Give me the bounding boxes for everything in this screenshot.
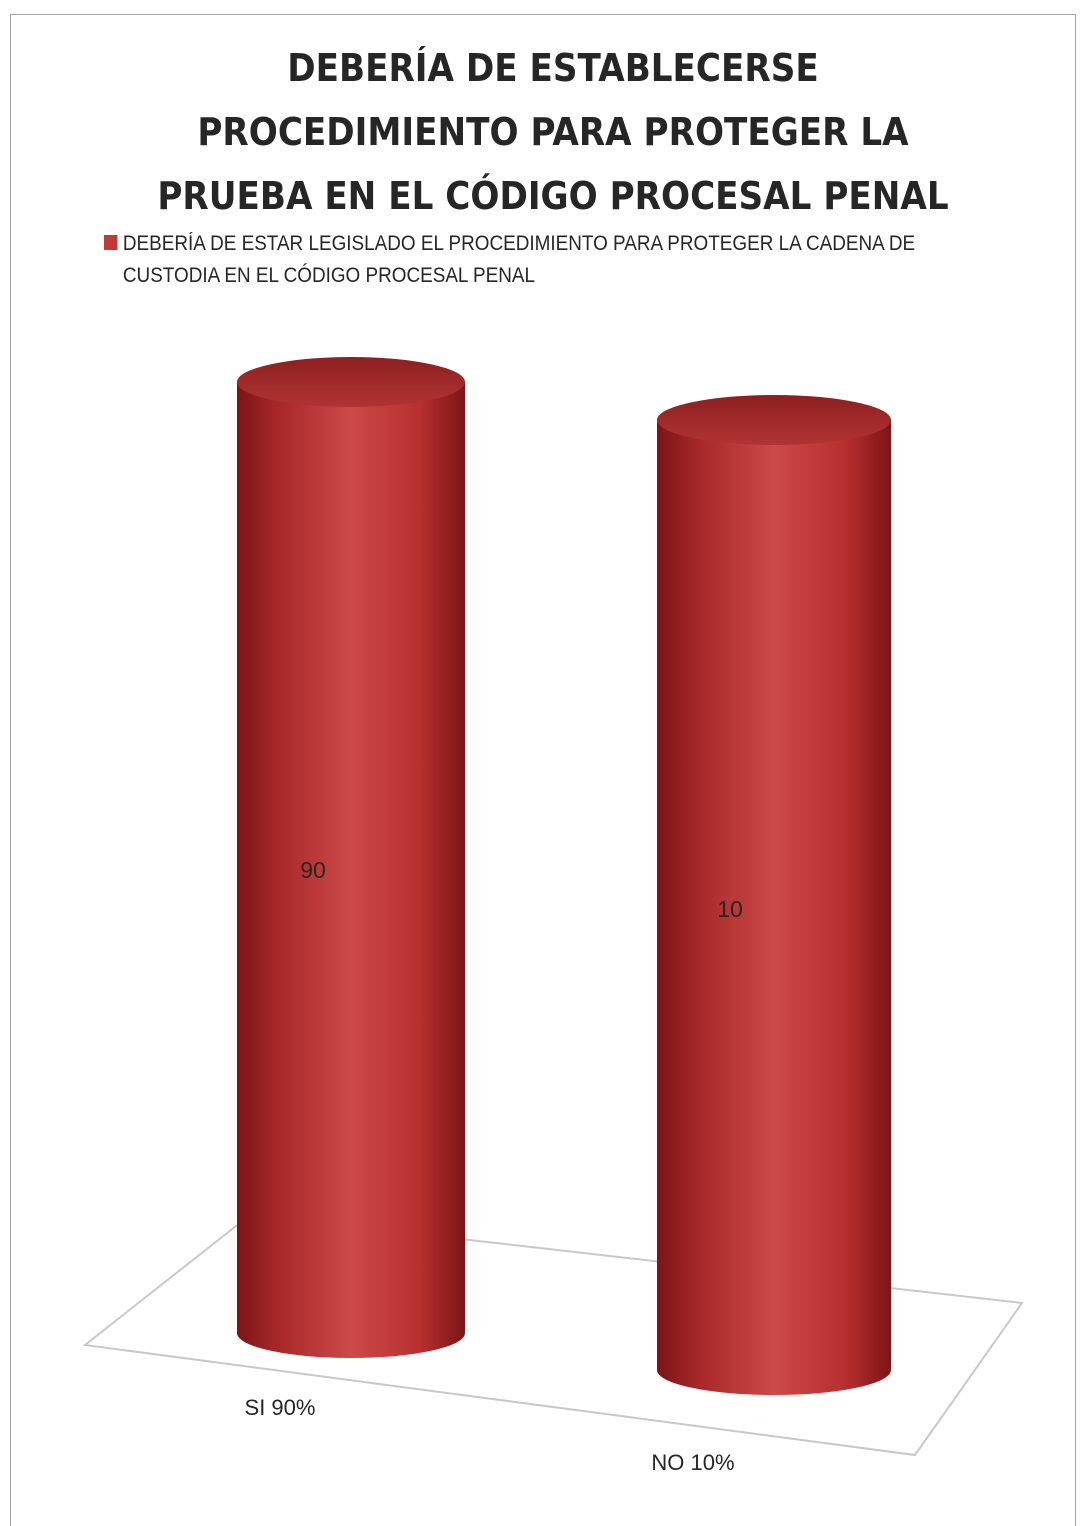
category-label: SI 90% <box>245 1395 316 1420</box>
legend-text-line: DEBERÍA DE ESTAR LEGISLADO EL PROCEDIMIE… <box>122 232 916 255</box>
title-line: PRUEBA EN EL CÓDIGO PROCESAL PENAL <box>157 174 949 218</box>
bar-body <box>237 382 465 1358</box>
data-label: 90 <box>300 857 326 883</box>
chart-frame <box>10 14 1076 1526</box>
legend-swatch <box>104 235 118 250</box>
category-label: NO 10% <box>651 1450 734 1475</box>
legend-line: DEBERÍA DE ESTAR LEGISLADO EL PROCEDIMIE… <box>104 228 941 260</box>
chart-title: DEBERÍA DE ESTABLECERSE PROCEDIMIENTO PA… <box>109 36 996 228</box>
bar-top <box>657 395 891 445</box>
title-line: PROCEDIMIENTO PARA PROTEGER LA <box>197 110 909 154</box>
bar-body <box>657 420 891 1395</box>
legend: DEBERÍA DE ESTAR LEGISLADO EL PROCEDIMIE… <box>104 228 941 292</box>
bar-1: 90 <box>237 357 465 1358</box>
bar-2: 10 <box>657 395 891 1395</box>
legend-text-line: CUSTODIA EN EL CÓDIGO PROCESAL PENAL <box>122 264 535 287</box>
title-line: DEBERÍA DE ESTABLECERSE <box>287 46 819 90</box>
data-label: 10 <box>717 896 743 922</box>
bar-top <box>237 357 465 407</box>
category-labels: SI 90% NO 10% <box>245 1395 735 1475</box>
bars-group: 90 10 <box>237 357 891 1395</box>
